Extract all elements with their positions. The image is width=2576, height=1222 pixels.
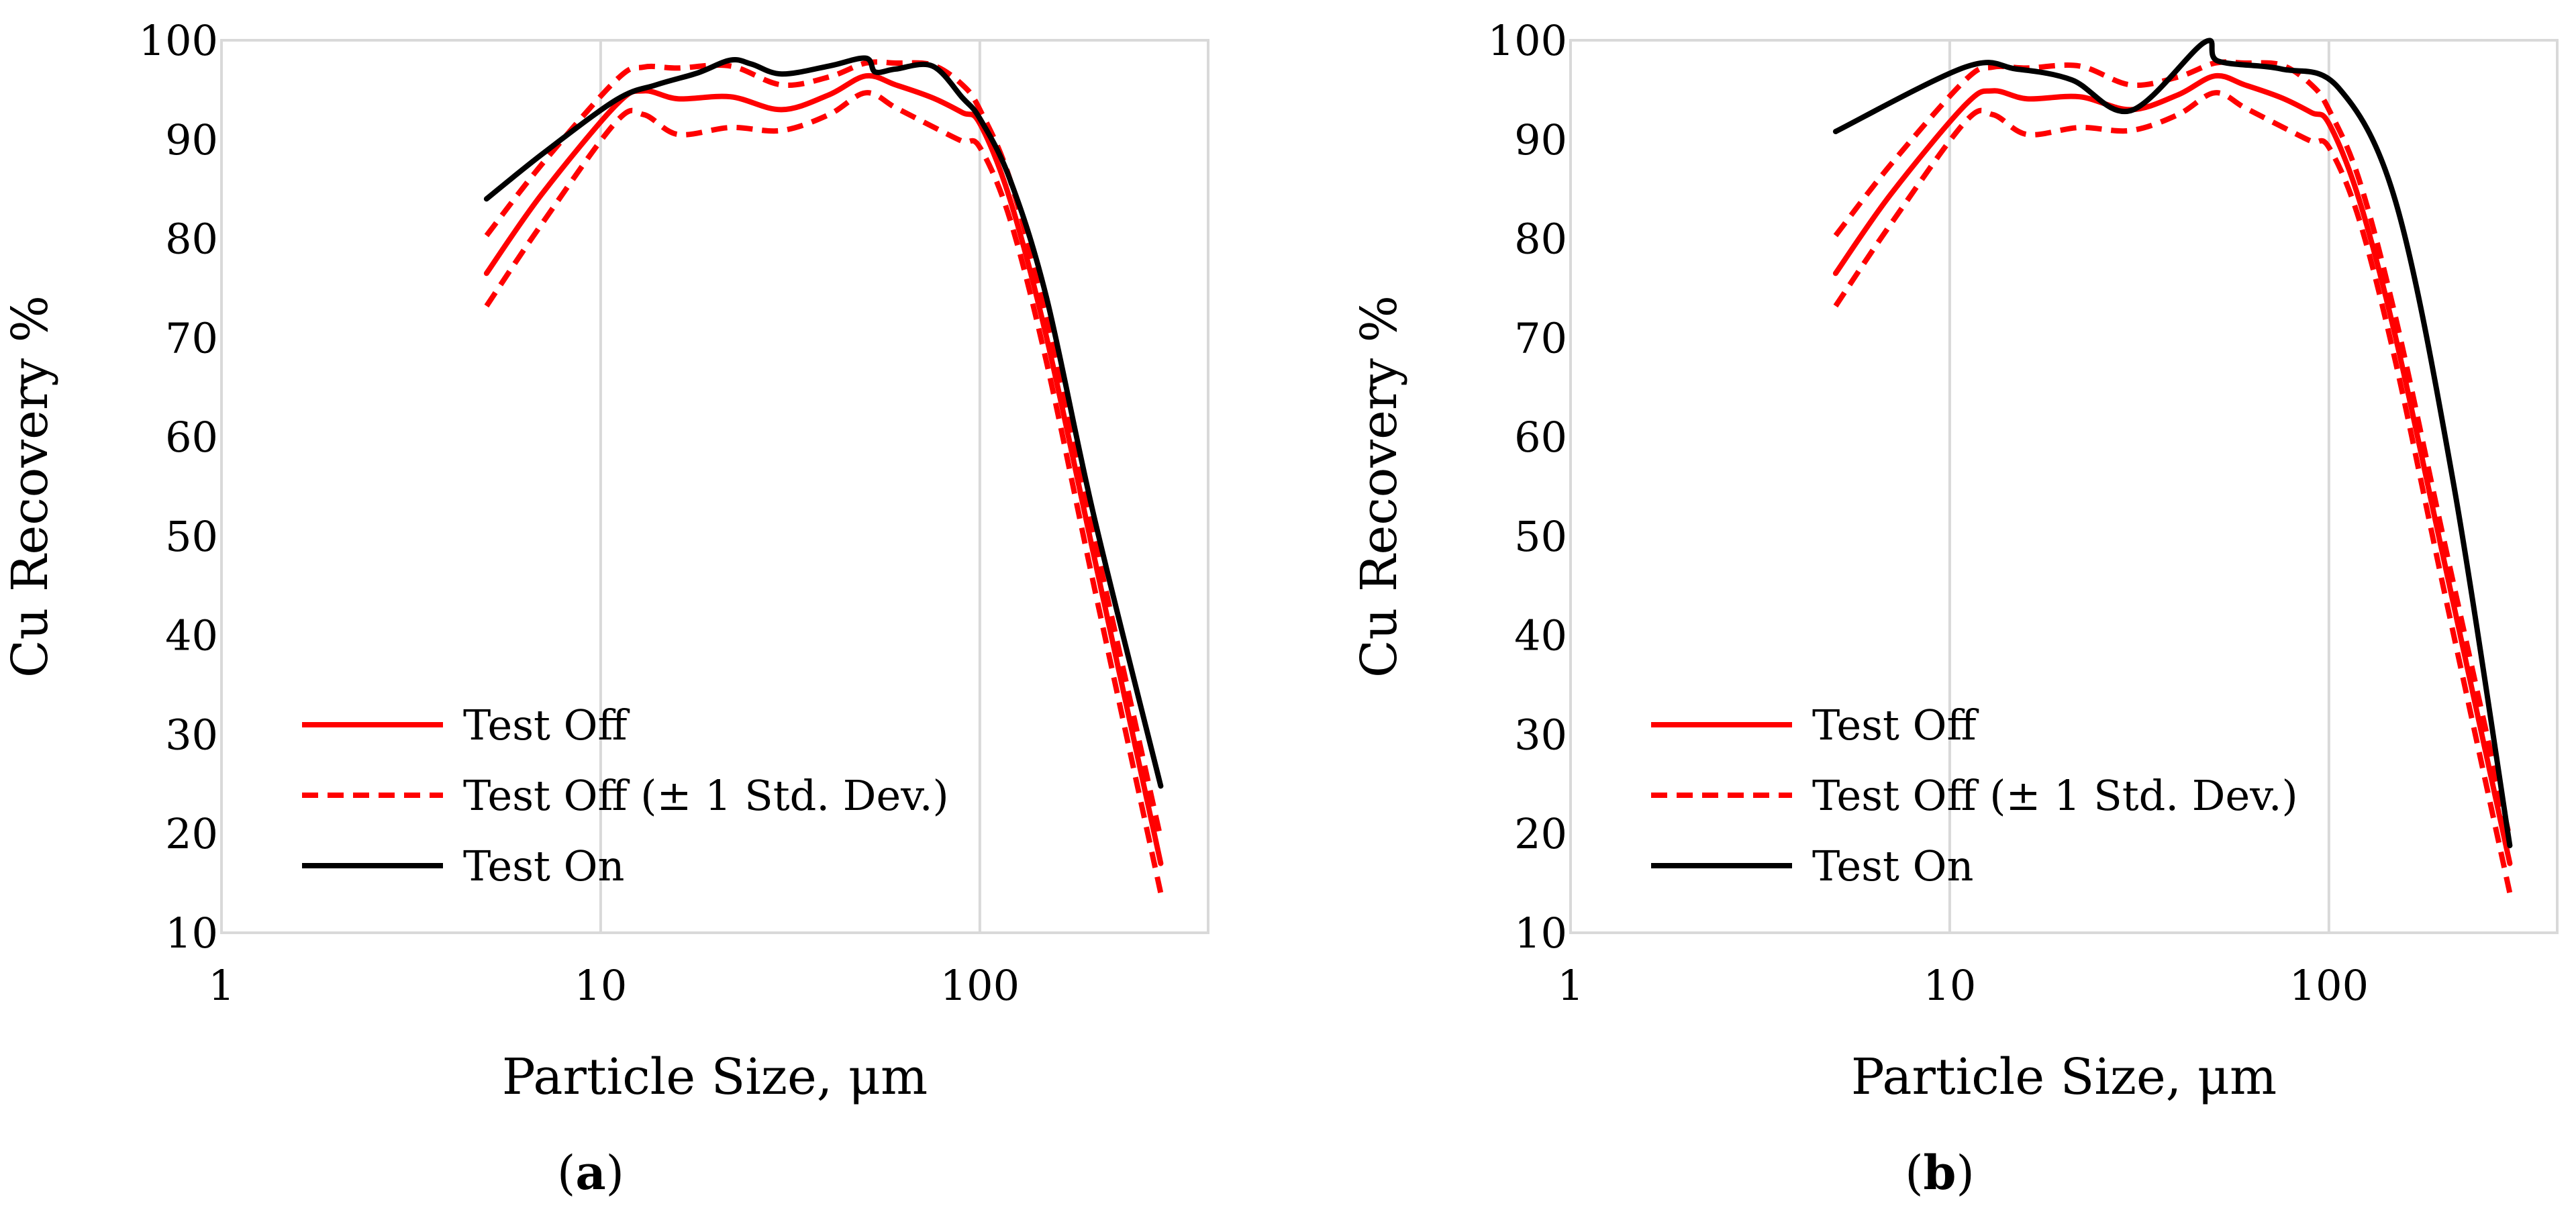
x-tick-label: 1 (1557, 961, 1583, 1010)
legend-label: Test On (1812, 842, 1973, 890)
y-tick-label: 70 (165, 313, 218, 362)
panel-caption: (b) (1905, 1145, 1975, 1201)
x-tick-label: 10 (1923, 961, 1976, 1010)
x-tick-label: 1 (208, 961, 234, 1010)
series-line-test-off-1-std-dev (484, 90, 1164, 894)
y-tick-label: 20 (165, 809, 218, 858)
y-tick-label: 10 (165, 909, 218, 958)
series-line-test-off-1-std-dev (1833, 90, 2513, 894)
legend-label: Test On (463, 842, 624, 890)
series-line-test-off (1832, 72, 2513, 866)
legend-label: Test Off (463, 701, 630, 750)
y-tick-label: 30 (165, 710, 218, 759)
series-line-test-on (483, 55, 1164, 789)
y-tick-label: 100 (1488, 16, 1567, 65)
legend-label: Test Off (1812, 701, 1979, 750)
series-line-test-off-1-std-dev (484, 59, 1164, 839)
y-tick-label: 50 (165, 512, 218, 561)
y-tick-label: 60 (165, 413, 218, 462)
panel-caption: (a) (557, 1145, 624, 1201)
y-tick-label: 80 (1514, 215, 1567, 264)
y-axis-title: Cu Recovery % (1, 295, 59, 678)
y-tick-label: 80 (165, 215, 218, 264)
panel-label: b (1924, 1145, 1956, 1201)
x-axis-title: Particle Size, μm (502, 1048, 928, 1106)
x-tick-label: 100 (940, 961, 1020, 1010)
y-tick-label: 40 (165, 611, 218, 660)
y-tick-label: 40 (1514, 611, 1567, 660)
y-axis-title: Cu Recovery % (1350, 295, 1408, 678)
panel-label: a (575, 1145, 605, 1201)
y-tick-label: 100 (139, 16, 218, 65)
legend-label: Test Off (± 1 Std. Dev.) (1812, 771, 2298, 820)
x-axis-title: Particle Size, μm (1851, 1048, 2277, 1106)
y-tick-label: 30 (1514, 710, 1567, 759)
legend-label: Test Off (± 1 Std. Dev.) (463, 771, 949, 820)
y-tick-label: 70 (1514, 313, 1567, 362)
legend: Test Off Test Off (± 1 Std. Dev.) Test On (1651, 701, 2298, 890)
y-tick-label: 20 (1514, 809, 1567, 858)
legend: Test Off Test Off (± 1 Std. Dev.) Test On (302, 701, 949, 890)
x-tick-label: 100 (2289, 961, 2369, 1010)
y-tick-label: 10 (1514, 909, 1567, 958)
y-tick-label: 50 (1514, 512, 1567, 561)
series-line-test-on (1832, 38, 2513, 848)
y-tick-label: 90 (165, 115, 218, 164)
y-tick-label: 60 (1514, 413, 1567, 462)
y-tick-label: 90 (1514, 115, 1567, 164)
x-tick-label: 10 (574, 961, 627, 1010)
